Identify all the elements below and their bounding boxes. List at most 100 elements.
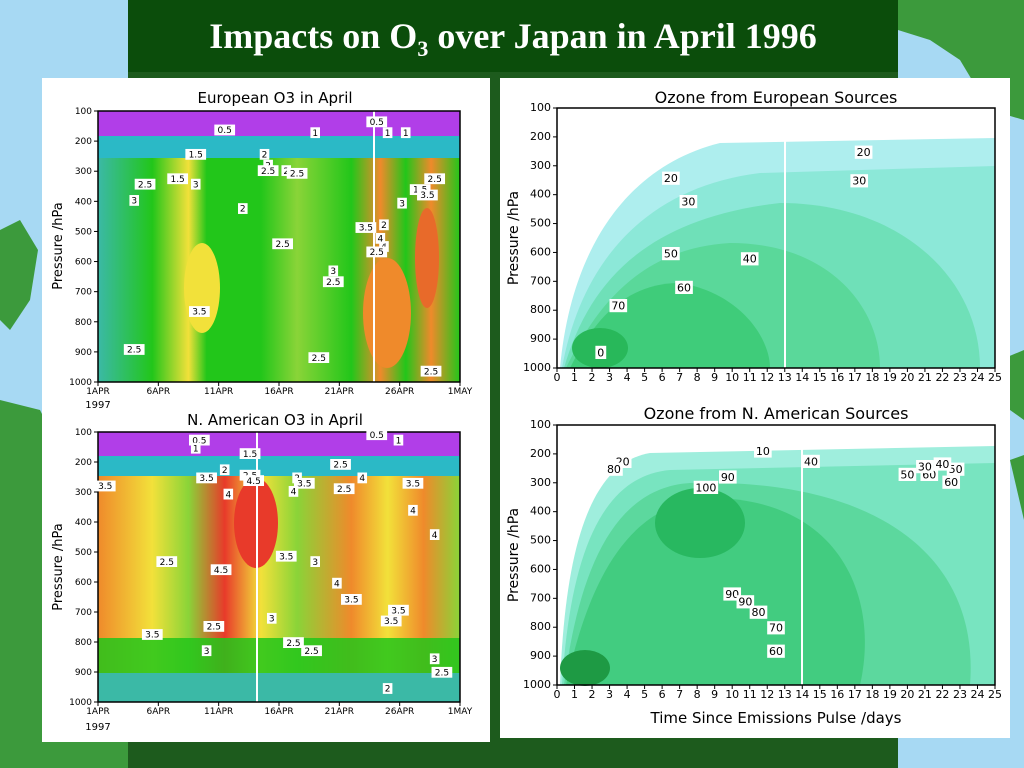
contour-label-bg (283, 637, 304, 648)
contour-label: 40 (935, 458, 949, 471)
contour-label: 2.5 (370, 248, 384, 258)
contour-label-bg (281, 165, 292, 177)
contour-label-bg (185, 148, 207, 160)
x-tick-label: 9 (711, 371, 718, 384)
contour-label-bg (238, 203, 248, 214)
contour-label-bg (854, 145, 873, 159)
y-tick-label: 800 (530, 303, 551, 316)
contour-label-bg (239, 469, 261, 481)
x-tick-label: 11APR (204, 387, 233, 397)
x-tick-label: 26APR (385, 707, 414, 717)
contour-label: 0.5 (370, 118, 384, 128)
x-tick-label: 15 (813, 371, 827, 384)
chart4-contour-core (560, 650, 610, 686)
contour-label: 40 (804, 455, 818, 468)
contour-label: 4 (377, 235, 383, 245)
chart3-title: Ozone from European Sources (655, 88, 898, 107)
contour-label: 2.5 (261, 167, 275, 177)
contour-label-bg (431, 666, 453, 678)
y-tick-label: 600 (75, 578, 92, 588)
contour-label-bg (379, 219, 389, 231)
contour-label-bg (380, 615, 402, 627)
contour-label-bg (408, 504, 418, 516)
contour-label-bg (134, 178, 156, 190)
y-tick-label: 800 (75, 318, 92, 328)
x-tick-label: 22 (935, 371, 949, 384)
contour-label-bg (219, 464, 230, 476)
contour-label: 0.5 (218, 126, 232, 136)
chart4-contour-fill (566, 498, 865, 685)
contour-label: 0.5 (370, 431, 384, 441)
x-tick-label: 1 (571, 688, 578, 701)
contour-label-bg (214, 124, 236, 136)
contour-label: 2.5 (286, 639, 300, 649)
y-tick-label: 900 (75, 348, 92, 358)
contour-label-bg (301, 645, 322, 657)
contour-label: 1.5 (170, 175, 184, 185)
chart2-cyan-band (98, 456, 460, 476)
y-tick-label: 300 (75, 488, 92, 498)
chart1-ylabel: Pressure /hPa (51, 202, 66, 289)
contour-label: 2.5 (424, 367, 438, 377)
contour-label: 2.5 (312, 354, 326, 364)
x-tick-label: 7 (676, 688, 683, 701)
y-tick-label: 300 (75, 167, 92, 177)
y-tick-label: 200 (530, 447, 551, 460)
x-tick-label: 11APR (204, 707, 233, 717)
contour-label-bg (388, 604, 409, 616)
x-tick-label: 2 (589, 688, 596, 701)
chart1-contour-labels: 0.51121.522.522.51.52.53322.51.533.522.5… (123, 116, 446, 377)
chart2-upper-band (98, 432, 460, 460)
contour-label-bg (94, 480, 116, 492)
x-tick-label: 1APR (86, 387, 110, 397)
chart2-title: N. American O3 in April (187, 411, 363, 429)
x-tick-label: 21 (918, 688, 932, 701)
contour-label: 3 (131, 197, 137, 207)
contour-label: 3.5 (344, 596, 358, 606)
contour-label-bg (675, 280, 693, 294)
contour-label: 3 (269, 614, 275, 624)
y-tick-label: 300 (530, 476, 551, 489)
y-tick-label: 700 (530, 274, 551, 287)
x-tick-label: 25 (988, 688, 1002, 701)
contour-label-bg (605, 462, 623, 476)
contour-label: 3.5 (420, 191, 434, 201)
contour-label-bg (933, 457, 952, 471)
contour-label: 80 (751, 606, 765, 619)
x-tick-label: 8 (694, 688, 701, 701)
contour-label: 70 (611, 299, 625, 312)
contour-label-bg (417, 189, 438, 201)
contour-label: 4 (291, 488, 297, 498)
contour-label-bg (429, 653, 440, 665)
contour-label-bg (375, 232, 386, 244)
x-tick-label: 6APR (147, 707, 171, 717)
contour-label-bg (330, 459, 351, 470)
y-tick-label: 600 (530, 245, 551, 258)
x-tick-label: 23 (953, 371, 967, 384)
x-tick-label: 0 (554, 371, 561, 384)
y-tick-label: 200 (530, 130, 551, 143)
contour-label-bg (409, 184, 431, 195)
contour-label-bg (767, 644, 785, 658)
x-tick-label: 24 (970, 371, 984, 384)
contour-label: 50 (664, 247, 678, 260)
contour-label-bg (850, 174, 869, 188)
contour-label-bg (424, 173, 446, 185)
contour-label: 100 (695, 481, 716, 494)
chart1-cyan-band (98, 136, 460, 158)
contour-label-bg (382, 127, 393, 139)
contour-label: 50 (949, 463, 963, 476)
x-tick-label: 16APR (264, 387, 293, 397)
x-tick-label: 19 (883, 688, 897, 701)
chart2-contour-labels: 0.511.522.53.5422.53.544.53.5442.54.533.… (94, 429, 453, 695)
contour-label-bg (429, 529, 440, 540)
x-tick-label: 26APR (385, 387, 414, 397)
contour-label-bg (595, 345, 607, 359)
y-tick-label: 400 (75, 197, 92, 207)
chart1-blob (363, 258, 411, 368)
contour-label: 1 (385, 129, 391, 139)
contour-label-bg (328, 265, 339, 277)
chart1-blob (415, 208, 439, 308)
